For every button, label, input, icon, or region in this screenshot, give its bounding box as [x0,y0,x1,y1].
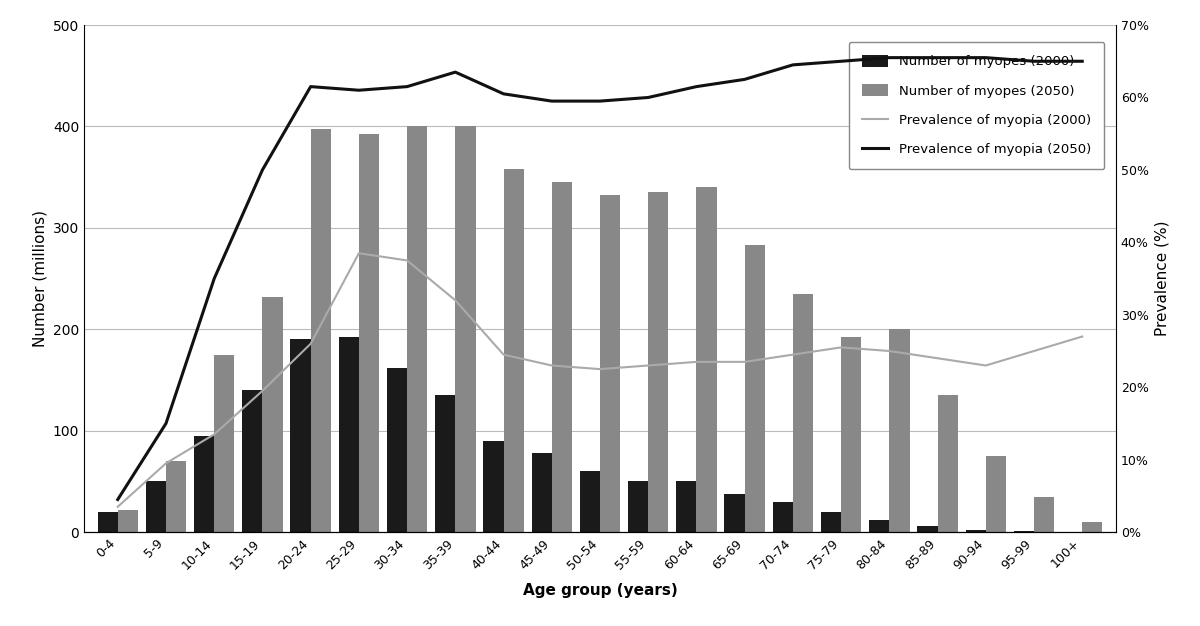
Bar [937,395,958,532]
Bar [484,441,504,532]
Bar [1014,531,1034,532]
Bar [504,169,524,532]
Bar [97,512,118,532]
Bar [773,501,793,532]
Bar [628,481,648,532]
X-axis label: Age group (years): Age group (years) [523,583,677,598]
Bar [985,456,1006,532]
Bar [676,481,696,532]
Bar [600,195,620,532]
Bar [311,130,331,532]
Bar [648,192,668,532]
Bar [215,354,234,532]
Bar [793,294,814,532]
Bar [194,436,215,532]
Y-axis label: Prevalence (%): Prevalence (%) [1154,221,1170,336]
Bar [725,493,745,532]
Bar [263,297,283,532]
Bar [359,133,379,532]
Bar [290,339,311,532]
Bar [696,187,716,532]
Bar [1034,496,1055,532]
Bar [386,368,407,532]
Bar [966,530,985,532]
Bar [745,245,764,532]
Bar [532,453,552,532]
Bar [917,526,937,532]
Bar [242,390,263,532]
Bar [821,512,841,532]
Bar [580,471,600,532]
Bar [166,461,186,532]
Bar [145,481,166,532]
Bar [841,337,862,532]
Bar [407,126,427,532]
Bar [118,510,138,532]
Legend: Number of myopes (2000), Number of myopes (2050), Prevalence of myopia (2000), P: Number of myopes (2000), Number of myope… [848,42,1104,170]
Bar [455,126,475,532]
Bar [1082,522,1103,532]
Bar [552,182,572,532]
Bar [869,520,889,532]
Bar [889,329,910,532]
Bar [338,337,359,532]
Bar [436,395,455,532]
Y-axis label: Number (millions): Number (millions) [32,210,47,347]
